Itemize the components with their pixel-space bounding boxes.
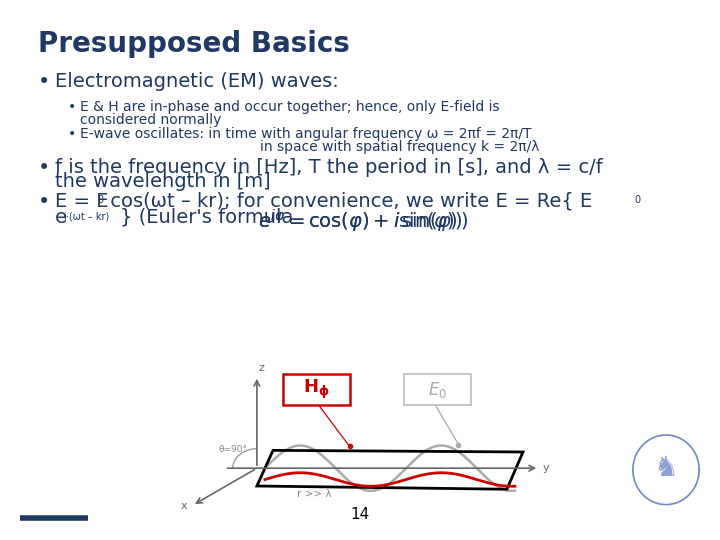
- Text: considered normally: considered normally: [80, 113, 221, 127]
- Text: •: •: [68, 127, 76, 141]
- Text: •: •: [38, 72, 50, 92]
- Text: 0: 0: [634, 195, 640, 205]
- Text: E = E: E = E: [55, 192, 109, 211]
- Text: $E_0$: $E_0$: [428, 380, 446, 400]
- Text: $e^{i\varphi} = \cos(\varphi) + i\,\sin(\varphi)\,$): $e^{i\varphi} = \cos(\varphi) + i\,\sin(…: [258, 208, 469, 235]
- Text: in space with spatial frequency k = 2π/λ: in space with spatial frequency k = 2π/λ: [260, 140, 539, 154]
- Text: z: z: [259, 362, 265, 373]
- Text: $\mathbf{H_\phi}$: $\mathbf{H_\phi}$: [303, 378, 330, 401]
- Text: the wavelength in [m]: the wavelength in [m]: [55, 172, 271, 191]
- Text: 14: 14: [351, 507, 369, 522]
- Text: x: x: [181, 501, 188, 511]
- Text: } (Euler's formula: } (Euler's formula: [120, 208, 300, 227]
- Text: $e^{i\varphi} = \cos(\varphi) + i\sin(\varphi)$): $e^{i\varphi} = \cos(\varphi) + i\sin(\v…: [258, 208, 462, 235]
- Text: Presupposed Basics: Presupposed Basics: [38, 30, 350, 58]
- Text: f is the frequency in [Hz], T the period in [s], and λ = c/f: f is the frequency in [Hz], T the period…: [55, 158, 603, 177]
- Text: •: •: [38, 158, 50, 178]
- Text: e: e: [55, 208, 67, 227]
- Text: ♞: ♞: [654, 454, 678, 482]
- Text: •: •: [68, 100, 76, 114]
- Text: θ=90°: θ=90°: [219, 445, 248, 454]
- Text: y: y: [543, 463, 550, 473]
- Text: r >> λ: r >> λ: [297, 489, 332, 500]
- FancyBboxPatch shape: [283, 374, 350, 405]
- Text: E-wave oscillates: in time with angular frequency ω = 2πf = 2π/T: E-wave oscillates: in time with angular …: [80, 127, 531, 141]
- Text: E & H are in-phase and occur together; hence, only E-field is: E & H are in-phase and occur together; h…: [80, 100, 500, 114]
- Text: Electromagnetic (EM) waves:: Electromagnetic (EM) waves:: [55, 72, 338, 91]
- FancyBboxPatch shape: [404, 374, 471, 405]
- Text: •: •: [38, 192, 50, 212]
- Text: 0: 0: [97, 195, 103, 205]
- Text: j⋅(ωt – kr): j⋅(ωt – kr): [63, 212, 109, 222]
- Text: cos(ωt – kr); for convenience, we write E = Re{ E: cos(ωt – kr); for convenience, we write …: [104, 192, 593, 211]
